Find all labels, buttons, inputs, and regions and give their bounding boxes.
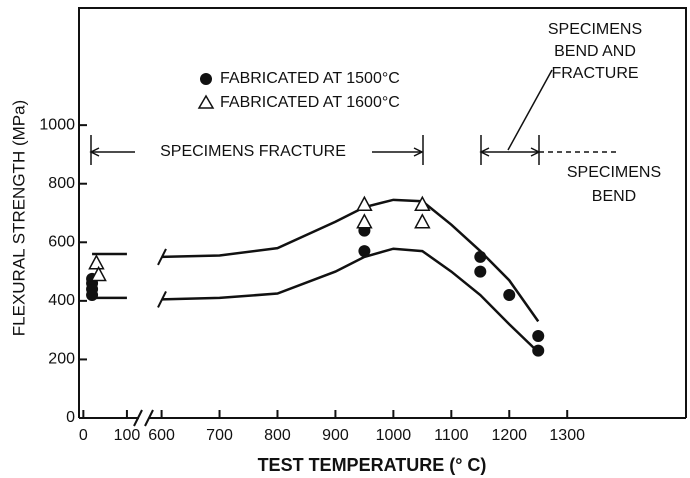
y-tick-label: 400 bbox=[48, 292, 75, 309]
point bbox=[356, 195, 373, 211]
x-tick-label: 1200 bbox=[491, 427, 527, 444]
legend-marker bbox=[200, 73, 212, 85]
legend-label: FABRICATED AT 1500°C bbox=[220, 70, 400, 87]
annotation-pointer bbox=[507, 69, 553, 151]
legend-marker bbox=[197, 94, 215, 109]
point bbox=[414, 195, 431, 211]
annotation: BEND bbox=[592, 188, 636, 205]
x-tick-label: 900 bbox=[322, 427, 349, 444]
point bbox=[414, 213, 431, 229]
point bbox=[90, 265, 107, 282]
curve bbox=[161, 198, 540, 323]
axis-break bbox=[133, 409, 143, 427]
y-tick-label: 600 bbox=[48, 234, 75, 251]
x-tick-label: 700 bbox=[206, 427, 233, 444]
point bbox=[88, 254, 105, 270]
annotation-arrow bbox=[413, 147, 424, 157]
point bbox=[532, 344, 545, 357]
curve-break bbox=[157, 290, 167, 308]
x-tick-label: 800 bbox=[264, 427, 291, 444]
annotation-arrow bbox=[89, 147, 100, 157]
curve-break bbox=[157, 248, 167, 266]
x-tick-label: 600 bbox=[148, 427, 175, 444]
point bbox=[358, 245, 371, 258]
point bbox=[474, 265, 487, 278]
annotation: SPECIMENS bbox=[567, 164, 661, 181]
point bbox=[532, 330, 545, 342]
point bbox=[356, 213, 373, 229]
x-tick-label: 1000 bbox=[376, 427, 412, 444]
axis-break bbox=[144, 409, 154, 427]
annotation: SPECIMENS FRACTURE bbox=[160, 143, 346, 160]
x-axis-label: TEST TEMPERATURE (° C) bbox=[258, 455, 487, 475]
x-tick-label: 1300 bbox=[549, 427, 585, 444]
y-axis-label: FLEXURAL STRENGTH (MPa) bbox=[9, 100, 28, 336]
frame bbox=[78, 7, 687, 418]
curve bbox=[161, 247, 540, 354]
point bbox=[474, 250, 487, 263]
legend-label: FABRICATED AT 1600°C bbox=[220, 94, 400, 111]
x-tick-label: 1100 bbox=[434, 427, 469, 444]
annotation: SPECIMENS bbox=[548, 21, 642, 38]
annotation: FRACTURE bbox=[551, 65, 638, 82]
y-tick-label: 800 bbox=[48, 175, 75, 192]
y-tick-label: 1000 bbox=[39, 116, 75, 133]
y-tick-label: 0 bbox=[66, 409, 75, 426]
annotation: BEND AND bbox=[554, 43, 636, 60]
y-tick-label: 200 bbox=[48, 351, 75, 368]
x-tick-label: 0 bbox=[79, 427, 88, 444]
point bbox=[503, 289, 516, 301]
annotation-arrow bbox=[479, 147, 490, 157]
x-tick-label: 100 bbox=[114, 427, 141, 444]
